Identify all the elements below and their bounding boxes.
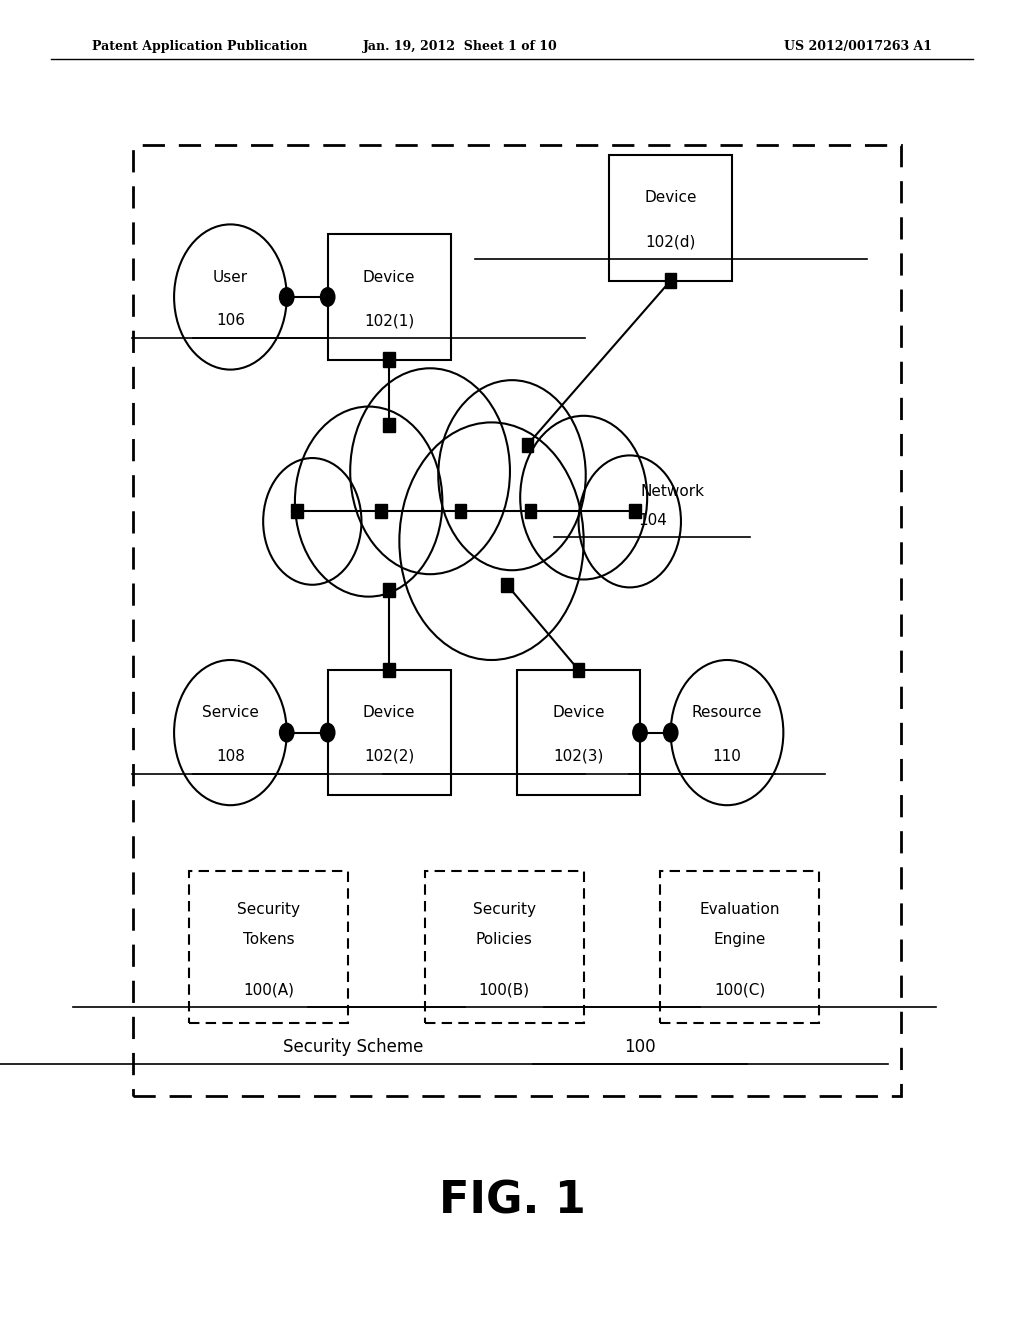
Bar [383,352,395,367]
Text: FIG. 1: FIG. 1 [438,1180,586,1222]
Circle shape [280,288,294,306]
Circle shape [350,368,510,574]
Text: User: User [213,269,248,285]
Text: 102(2): 102(2) [364,748,415,764]
Bar [525,503,537,517]
Text: Jan. 19, 2012  Sheet 1 of 10: Jan. 19, 2012 Sheet 1 of 10 [364,40,558,53]
Text: 102(1): 102(1) [364,313,415,329]
Text: 102(3): 102(3) [553,748,604,764]
Circle shape [664,723,678,742]
Bar [375,503,387,517]
Text: 100(B): 100(B) [479,982,529,997]
Text: Evaluation: Evaluation [699,902,780,916]
Text: Patent Application Publication: Patent Application Publication [92,40,307,53]
Text: 102(d): 102(d) [645,234,696,249]
Bar [292,503,303,517]
Text: Engine: Engine [714,932,766,946]
Text: Service: Service [202,705,259,721]
Text: Device: Device [552,705,605,721]
Circle shape [174,224,287,370]
Text: Security Scheme: Security Scheme [283,1038,424,1056]
Text: Resource: Resource [692,705,762,721]
Bar [383,418,395,433]
Text: 100: 100 [625,1038,655,1056]
Circle shape [321,288,335,306]
Text: Device: Device [644,190,697,206]
Circle shape [174,660,287,805]
Circle shape [633,723,647,742]
Circle shape [321,723,335,742]
Bar [383,583,395,597]
Text: Security: Security [473,902,536,916]
Text: US 2012/0017263 A1: US 2012/0017263 A1 [783,40,932,53]
Bar [383,663,395,677]
Circle shape [671,660,783,805]
Text: Policies: Policies [476,932,532,946]
Bar [629,503,641,517]
Bar [522,437,534,451]
Circle shape [520,416,647,579]
Text: Network: Network [640,483,705,499]
Circle shape [280,723,294,742]
FancyBboxPatch shape [328,235,451,359]
FancyBboxPatch shape [517,671,640,795]
Text: 108: 108 [216,748,245,764]
Text: 106: 106 [216,313,245,329]
Text: Device: Device [362,269,416,285]
Text: Tokens: Tokens [243,932,295,946]
Bar [455,503,467,517]
FancyBboxPatch shape [328,671,451,795]
Text: Device: Device [362,705,416,721]
Circle shape [263,458,361,585]
Text: Security: Security [238,902,300,916]
Text: 110: 110 [713,748,741,764]
Text: 104: 104 [638,512,667,528]
Circle shape [399,422,584,660]
Text: 100(A): 100(A) [244,982,294,997]
Bar [502,578,512,591]
Circle shape [438,380,586,570]
Circle shape [295,407,442,597]
FancyBboxPatch shape [609,156,732,281]
Text: 100(C): 100(C) [714,982,766,997]
Circle shape [579,455,681,587]
Bar [666,273,677,288]
Bar [573,663,584,677]
